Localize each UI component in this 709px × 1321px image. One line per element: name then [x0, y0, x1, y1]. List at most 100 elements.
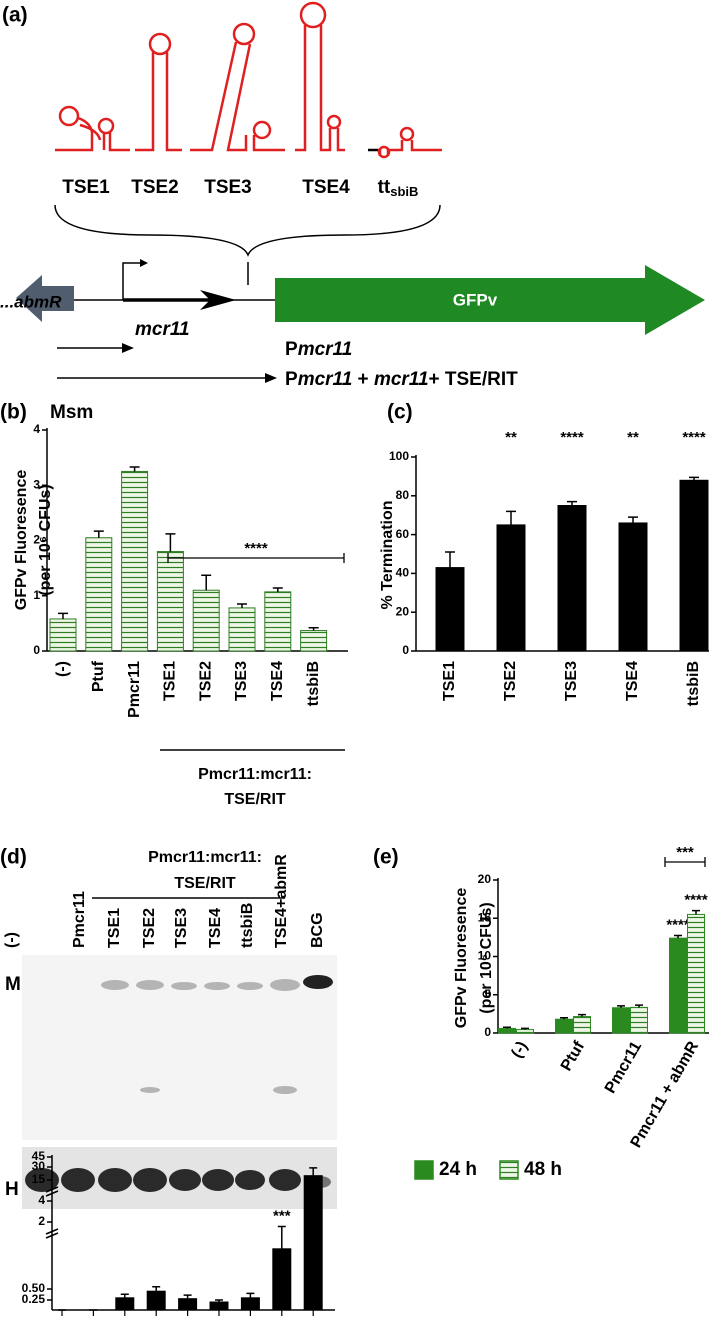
panel-label: (e) [373, 846, 399, 869]
y-tick-label: 80 [396, 488, 410, 502]
y-tick-label: 2 [38, 1214, 45, 1228]
construct-part: + TSE/RIT [429, 369, 519, 390]
y-axis-label: (per 10⁶ CFUs) [478, 902, 495, 1013]
y-tick-label: 0 [484, 1025, 491, 1039]
bar [272, 1248, 292, 1311]
error-bar [521, 1027, 529, 1030]
terminator-subscript: sbiB [390, 184, 418, 199]
bar [435, 567, 465, 652]
bar [496, 524, 526, 652]
y-axis-label: GFPv Fluoresence [453, 888, 470, 1029]
error-bar [567, 500, 577, 506]
construct-part: + [352, 369, 374, 390]
band [269, 1169, 301, 1191]
error-bar [503, 1026, 511, 1029]
bar [679, 479, 709, 652]
band [204, 982, 230, 990]
x-tick-label: Pmcr11 [602, 1039, 645, 1097]
y-tick-label: 10 [478, 949, 492, 963]
lane-label: TSE4 [207, 908, 224, 948]
error-bar [308, 627, 319, 631]
band [235, 1170, 265, 1190]
bar [178, 1298, 198, 1311]
element-label: TSE3 [204, 177, 252, 198]
terminator-label: ttsbiB [378, 177, 419, 199]
band [133, 1168, 167, 1192]
significance: *** [273, 1207, 291, 1224]
element-label: TSE2 [131, 177, 179, 198]
hairpin-loop [97, 117, 115, 135]
error-bar [272, 587, 283, 592]
panel-label: (c) [387, 401, 413, 424]
bar [146, 1290, 166, 1311]
bar [240, 1297, 260, 1311]
gene-label: mcr11 [135, 319, 190, 340]
x-tick-label: Ptuf [90, 660, 107, 692]
legend-swatch [414, 1160, 434, 1180]
hairpin-loop [252, 120, 272, 140]
error-bar [506, 510, 516, 525]
y-tick-label: 40 [396, 566, 410, 580]
bar [618, 522, 648, 652]
error-bar [120, 1293, 129, 1298]
bar [687, 913, 705, 1034]
error-bar [578, 1013, 586, 1017]
bar [192, 589, 220, 652]
x-tick-label: (-) [54, 661, 71, 677]
panel-label: (b) [0, 401, 27, 424]
band [61, 1168, 95, 1192]
construct-part: mcr11 [374, 369, 429, 390]
group-label: Pmcr11:mcr11: [148, 849, 262, 866]
brace [54, 204, 441, 258]
group-label: Pmcr11:mcr11: [198, 766, 312, 783]
construct-label: Pmcr11 + mcr11+ TSE/RIT [285, 369, 518, 390]
construct-part: P [285, 369, 298, 390]
x-tick-label: ttsbiB [685, 661, 702, 706]
error-bar [277, 1225, 286, 1249]
hairpin-loop [232, 22, 256, 46]
bar [209, 1301, 229, 1311]
error-bar [628, 516, 638, 523]
bracket [664, 857, 706, 867]
y-tick-label: 0 [402, 643, 409, 657]
lane-label: (-) [3, 932, 20, 948]
x-tick-label: TSE2 [502, 661, 519, 701]
y-tick-label: 1 [33, 588, 40, 602]
hairpin [79, 123, 106, 150]
bar [612, 1007, 630, 1034]
construct-part: mcr11 [298, 339, 353, 360]
significance: ** [627, 429, 639, 446]
y-tick-label: 20 [396, 604, 410, 618]
band [303, 975, 333, 989]
y-tick-label: 0 [33, 643, 40, 657]
hairpin-loop [377, 145, 391, 159]
band [140, 1087, 160, 1093]
error-bar [674, 934, 682, 939]
bar [49, 618, 77, 652]
promoter [122, 262, 142, 300]
error-bar [246, 1292, 255, 1298]
bar [121, 470, 149, 652]
promoter-head [140, 259, 148, 267]
error-bar [309, 1167, 318, 1176]
bands-h [25, 1168, 331, 1192]
x-tick-label: TSE1 [441, 661, 458, 701]
y-tick-label: 4 [38, 1193, 45, 1207]
error-bar [560, 1016, 568, 1020]
y-tick-label: 20 [478, 872, 492, 886]
hairpin [108, 132, 130, 152]
bar [498, 1027, 516, 1034]
band [237, 982, 263, 990]
band [25, 1168, 59, 1192]
error-bar [445, 551, 455, 568]
significance: **** [560, 429, 584, 446]
construct-label: Pmcr11 [285, 339, 352, 360]
hairpin-loop [399, 126, 415, 142]
chart-title: Msm [50, 402, 93, 423]
lane-label: ttsbiB [239, 903, 256, 948]
band [169, 1169, 201, 1191]
y-tick-label: 15 [32, 1172, 46, 1186]
band [98, 1168, 132, 1192]
abmr-arrow [16, 275, 74, 322]
